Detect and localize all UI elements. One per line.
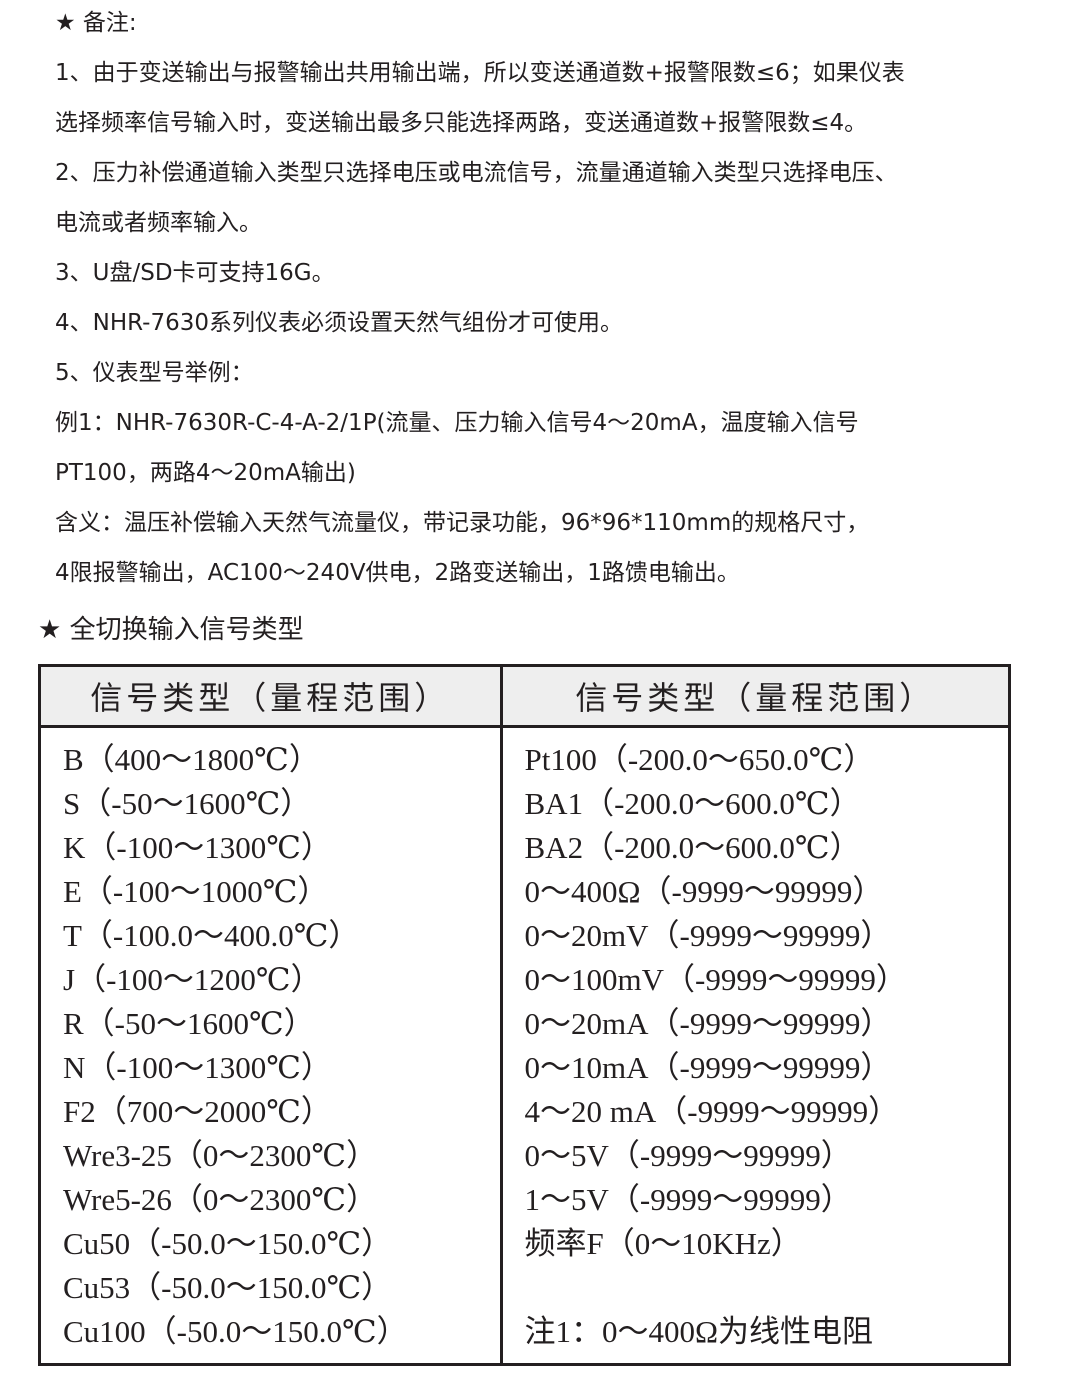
signal-type-item: F2（700～2000℃） — [63, 1094, 332, 1129]
signal-type-item: Pt100（-200.0～650.0℃） — [524, 742, 875, 777]
signal-type-item: Wre3-25（0～2300℃） — [63, 1138, 378, 1173]
signal-type-item — [525, 1266, 1009, 1310]
note-line: 例1：NHR-7630R-C-4-A-2/1P(流量、压力输入信号4～20mA，… — [55, 410, 859, 436]
signal-type-item: 0～5V（-9999～99999） — [524, 1138, 852, 1173]
signal-type-item: R（-50～1600℃） — [63, 1006, 315, 1041]
signal-type-item: 0～400Ω（-9999～99999） — [524, 874, 884, 909]
signal-type-item: K（-100～1300℃） — [63, 830, 332, 865]
signal-type-item: 0～20mA（-9999～99999） — [524, 1006, 892, 1041]
notes-heading: ★ 备注: — [55, 10, 137, 36]
note-line: 1、由于变送输出与报警输出共用输出端，所以变送通道数+报警限数≤6；如果仪表 — [55, 60, 905, 86]
signal-type-item: T（-100.0～400.0℃） — [63, 918, 360, 953]
signal-type-item: BA1（-200.0～600.0℃） — [524, 786, 861, 821]
note-line: 含义：温压补偿输入天然气流量仪，带记录功能，96*96*110mm的规格尺寸， — [55, 510, 870, 536]
note-line: PT100，两路4～20mA输出) — [55, 460, 356, 486]
signal-type-item: Wre5-26（0～2300℃） — [63, 1182, 378, 1217]
signal-type-item: 频率F（0～10KHz） — [524, 1226, 802, 1261]
note-line: 5、仪表型号举例： — [55, 360, 254, 386]
signal-type-item: J（-100～1200℃） — [63, 962, 322, 997]
signal-table-title: ★ 全切换输入信号类型 — [38, 615, 304, 645]
signal-type-item: Cu100（-50.0～150.0℃） — [63, 1314, 408, 1349]
signal-type-item: 0～10mA（-9999～99999） — [524, 1050, 892, 1085]
right-column: Pt100（-200.0～650.0℃） BA1（-200.0～600.0℃） BA… — [499, 726, 1011, 1365]
note-line: 电流或者频率输入。 — [55, 210, 262, 236]
note-line: 4限报警输出，AC100～240V供电，2路变送输出，1路馈电输出。 — [55, 560, 740, 586]
signal-type-item: S（-50～1600℃） — [63, 786, 312, 821]
signal-type-item: Cu50（-50.0～150.0℃） — [63, 1226, 393, 1261]
signal-type-item: 0～100mV（-9999～99999） — [524, 962, 907, 997]
signal-type-item: 1～5V（-9999～99999） — [524, 1182, 852, 1217]
signal-type-item: BA2（-200.0～600.0℃） — [524, 830, 861, 865]
note-line: 3、U盘/SD卡可支持16G。 — [55, 260, 335, 286]
note-line: 4、NHR-7630系列仪表必须设置天然气组份才可使用。 — [55, 310, 624, 336]
column-header: 信号类型（量程范围） — [499, 664, 1011, 728]
column-header: 信号类型（量程范围） — [38, 664, 503, 728]
signal-type-item: Cu53（-50.0～150.0℃） — [63, 1270, 393, 1305]
signal-type-item: E（-100～1000℃） — [63, 874, 329, 909]
signal-type-item: 0～20mV（-9999～99999） — [524, 918, 892, 953]
signal-type-item: 4～20 mA（-9999～99999） — [524, 1094, 900, 1129]
note-line: 2、压力补偿通道输入类型只选择电压或电流信号，流量通道输入类型只选择电压、 — [55, 160, 898, 186]
signal-type-item: B（400～1800℃） — [63, 742, 320, 777]
signal-type-table: 信号类型（量程范围） 信号类型（量程范围） B（400～1800℃） S（-50～… — [38, 664, 1011, 1366]
note-line: 选择频率信号输入时，变送输出最多只能选择两路，变送通道数+报警限数≤4。 — [55, 110, 868, 136]
signal-type-item: N（-100～1300℃） — [63, 1050, 332, 1085]
signal-type-item: 注1：0～400Ω为线性电阻 — [524, 1314, 874, 1349]
left-column: B（400～1800℃） S（-50～1600℃） K（-100～1300℃） E（-… — [38, 726, 503, 1365]
